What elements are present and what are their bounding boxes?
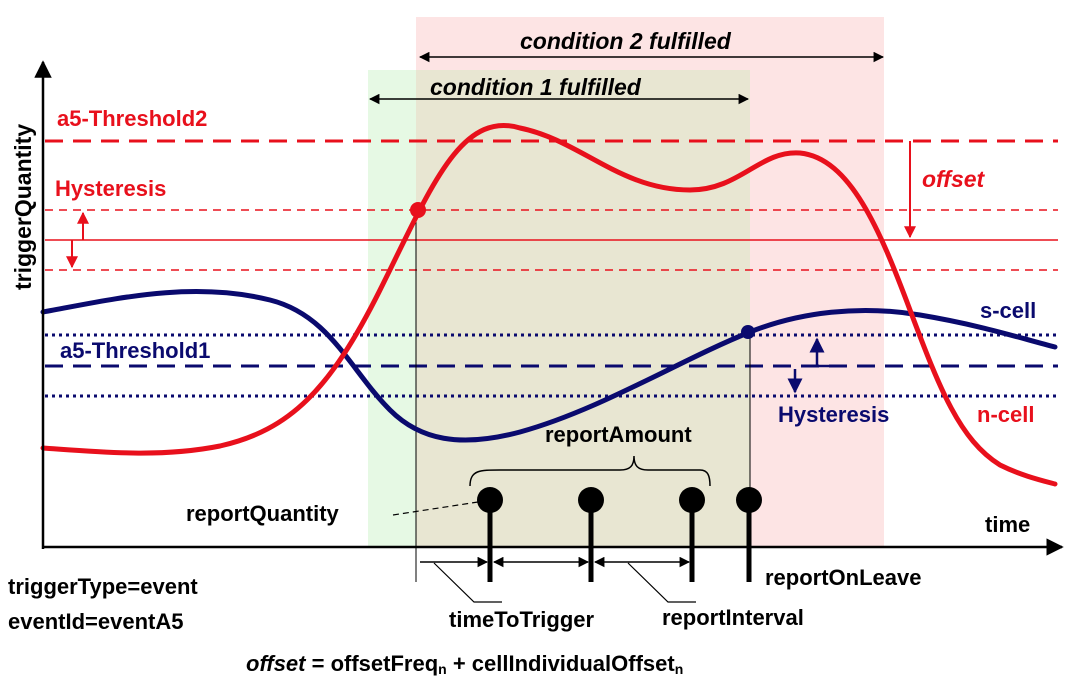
report-amount-brace	[469, 455, 711, 487]
report-markers	[477, 487, 762, 582]
ncell-curve	[40, 123, 1058, 487]
report-quantity-label: reportQuantity	[186, 501, 340, 526]
report-quantity-leader	[392, 501, 479, 516]
ncell-entry-point	[410, 202, 426, 218]
threshold1-lines	[45, 333, 1058, 398]
offset-label: offset	[922, 166, 986, 192]
y-axis-label: triggerQuantity	[10, 124, 36, 290]
formula-sub2: n	[675, 661, 684, 677]
a5-threshold1-label: a5-Threshold1	[60, 338, 210, 363]
time-to-trigger-label: timeToTrigger	[449, 607, 594, 632]
formula-rhs-part2: + cellIndividualOffset	[447, 651, 676, 676]
scell-label: s-cell	[980, 298, 1036, 323]
threshold1-hysteresis-label: Hysteresis	[778, 402, 889, 427]
a5-threshold2-label: a5-Threshold2	[57, 106, 207, 131]
olive-region-overlap	[416, 70, 750, 547]
formula-lhs: offset	[246, 651, 307, 676]
report-dot-1	[477, 487, 503, 513]
report-on-leave-dot	[736, 487, 762, 513]
report-amount-label: reportAmount	[545, 422, 692, 447]
threshold2-hysteresis-label: Hysteresis	[55, 176, 166, 201]
condition-regions	[368, 17, 884, 547]
report-dot-3	[679, 487, 705, 513]
threshold1-hysteresis-up-arrow	[809, 337, 838, 368]
condition1-label: condition 1 fulfilled	[430, 74, 642, 100]
report-interval-leader	[627, 562, 696, 603]
offset-formula: offset = offsetFreqn + cellIndividualOff…	[246, 651, 683, 677]
report-on-leave-label: reportOnLeave	[765, 565, 922, 590]
formula-sub1: n	[438, 661, 447, 677]
scell-curve	[40, 289, 1058, 443]
threshold2-lines	[45, 139, 1058, 271]
timing-arrows	[420, 556, 696, 603]
report-interval-label: reportInterval	[662, 605, 804, 630]
report-dot-2	[578, 487, 604, 513]
green-region-condition1	[368, 70, 416, 547]
trigger-type-label: triggerType=event	[8, 574, 198, 599]
condition2-label: condition 2 fulfilled	[520, 28, 732, 54]
x-axis-label: time	[985, 512, 1030, 537]
ncell-label: n-cell	[977, 402, 1034, 427]
event-id-label: eventId=eventA5	[8, 609, 183, 634]
scell-leave-point	[741, 325, 755, 339]
time-to-trigger-leader	[433, 562, 502, 603]
formula-rhs-part1: = offsetFreq	[306, 651, 439, 676]
